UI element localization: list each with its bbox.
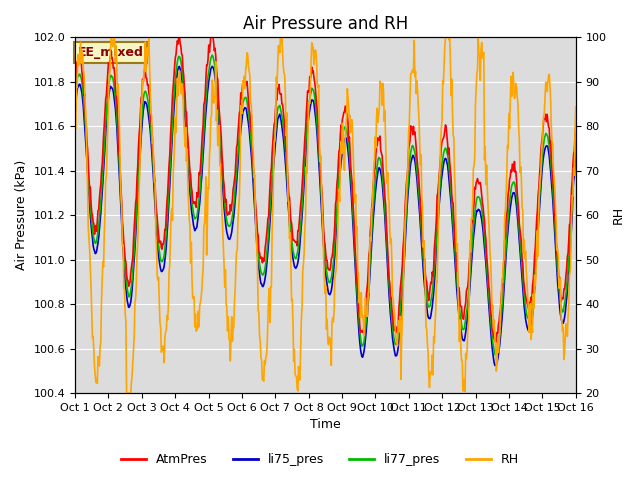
Y-axis label: Air Pressure (kPa): Air Pressure (kPa) [15,160,28,270]
Legend: AtmPres, li75_pres, li77_pres, RH: AtmPres, li75_pres, li77_pres, RH [116,448,524,471]
Text: EE_mixed: EE_mixed [77,46,143,59]
X-axis label: Time: Time [310,419,340,432]
Y-axis label: RH: RH [612,206,625,224]
Title: Air Pressure and RH: Air Pressure and RH [243,15,408,33]
